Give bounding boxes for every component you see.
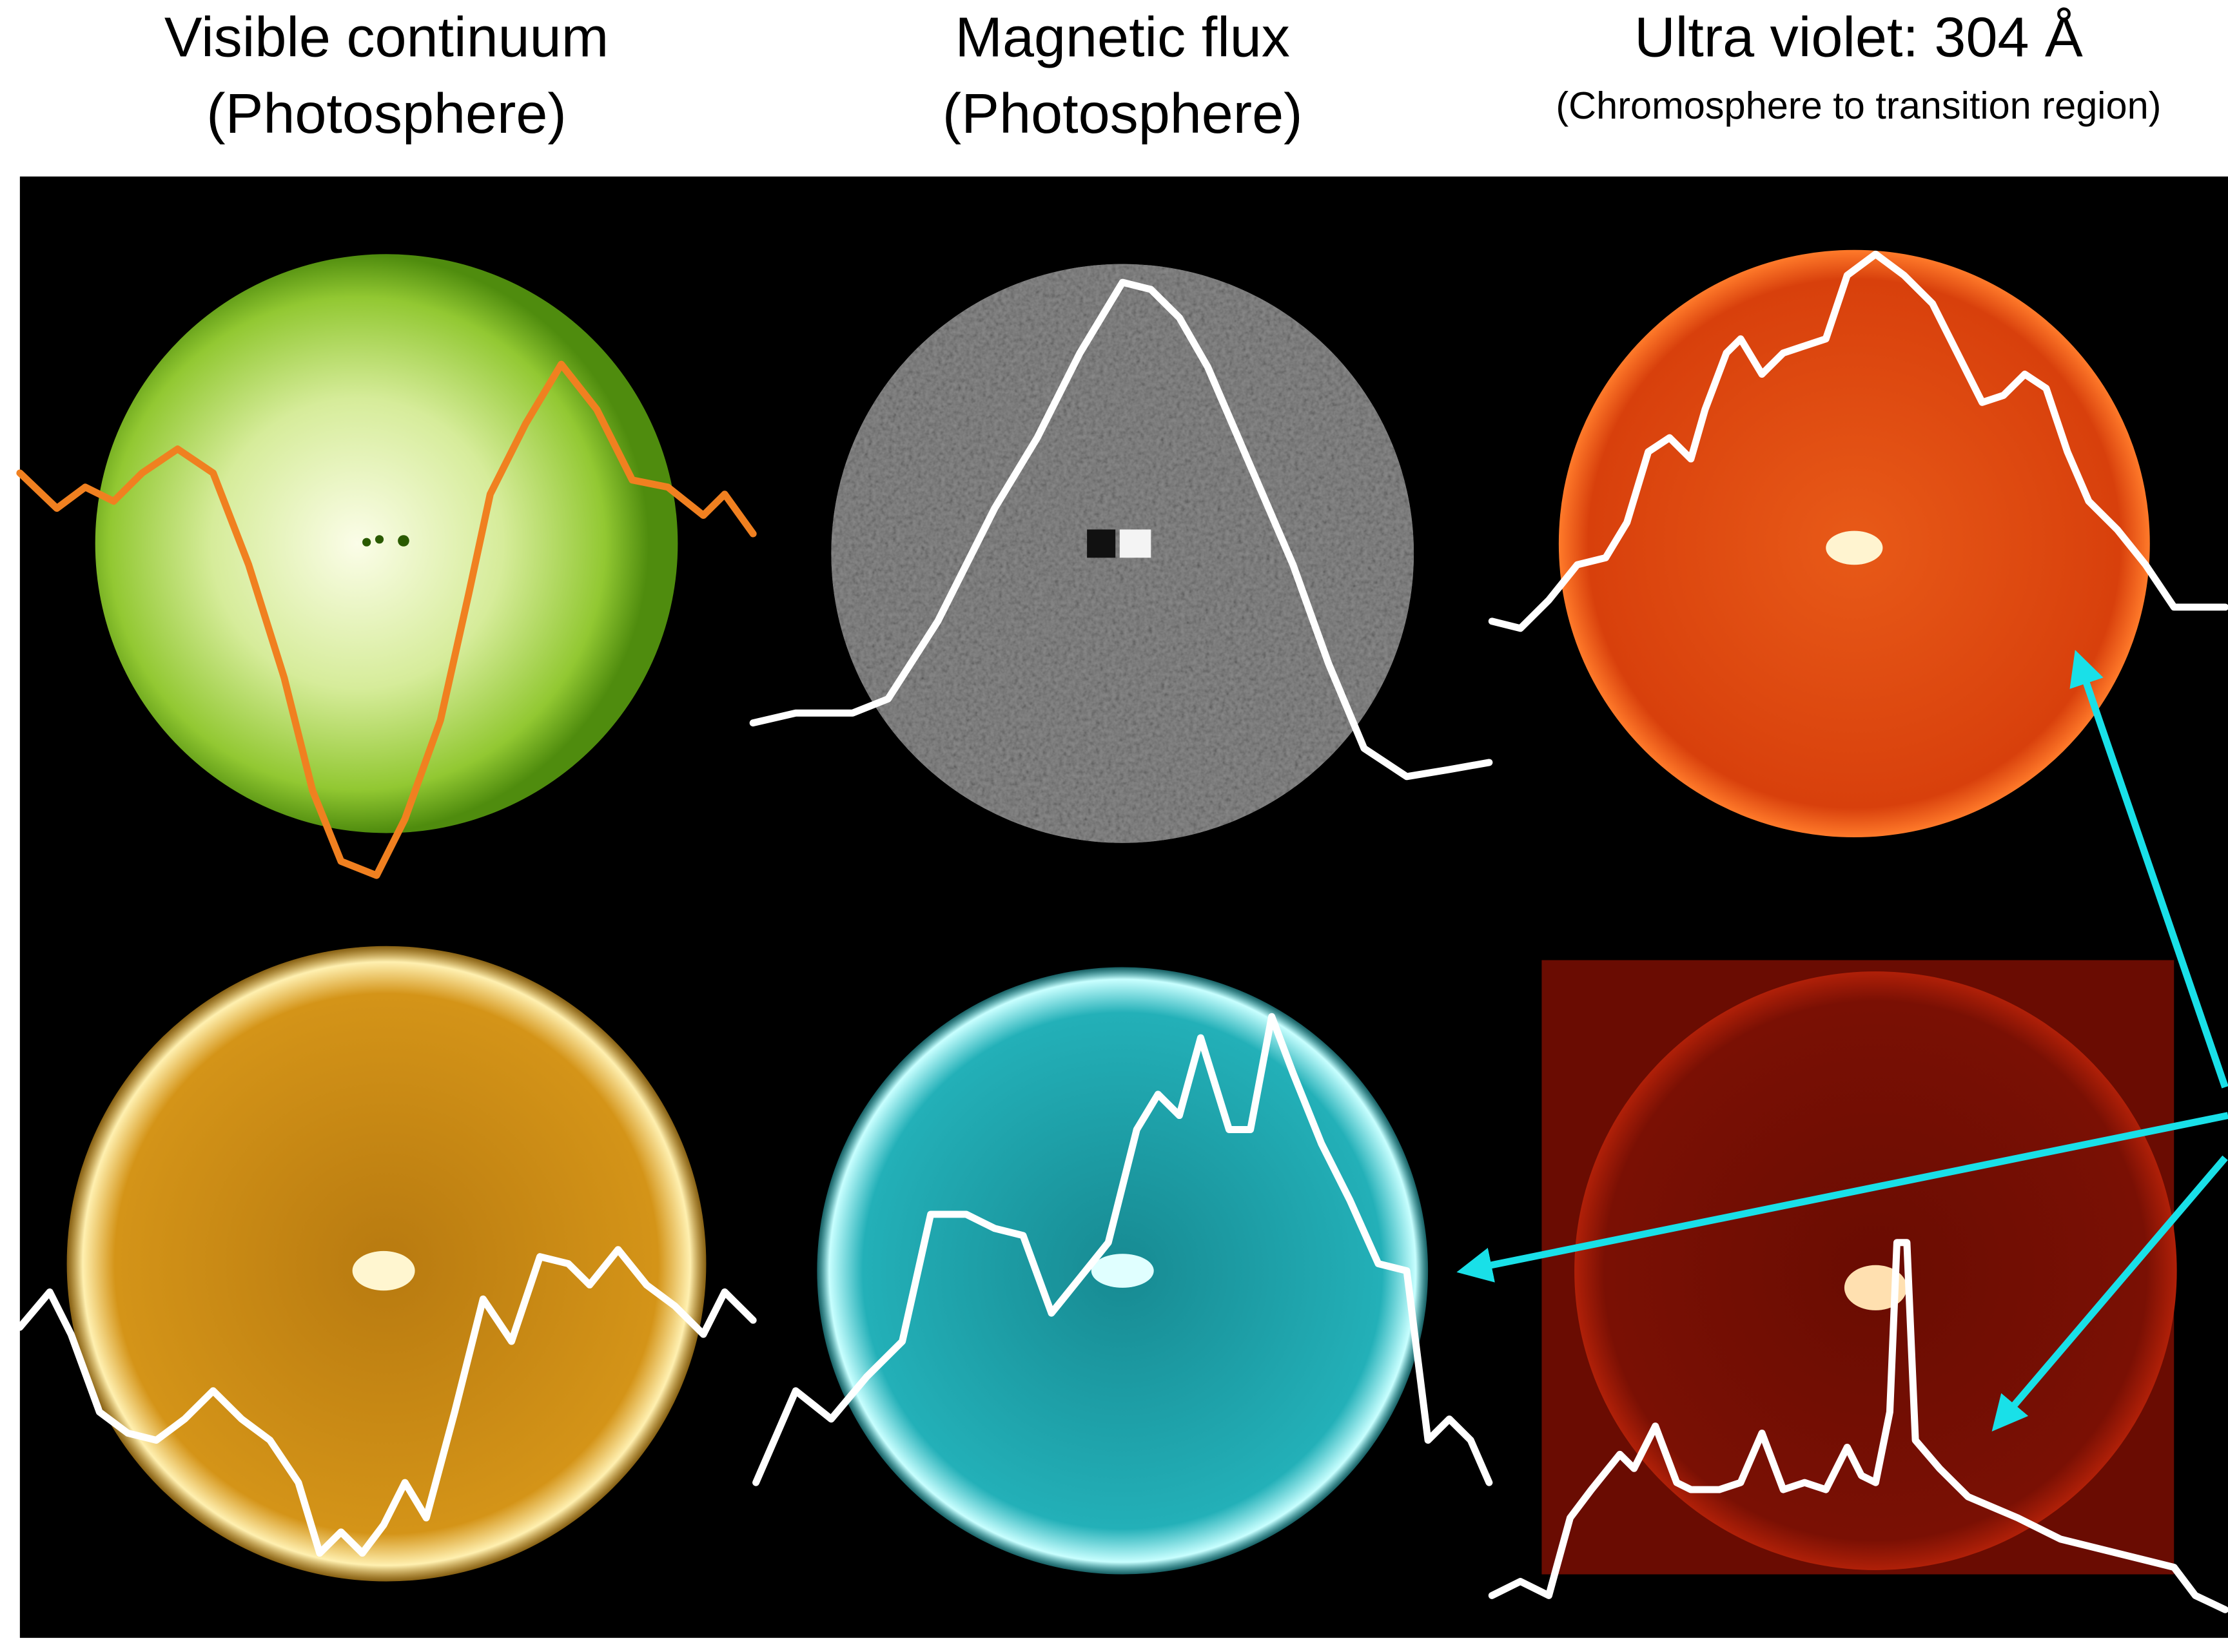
panel-title: Visible continuum bbox=[164, 5, 609, 69]
sun-visible bbox=[95, 254, 678, 833]
page: {"panels": [ {"title": "Visible continuu… bbox=[0, 0, 2228, 1652]
active-region bbox=[1091, 1254, 1154, 1288]
panel-subtitle: (Photosphere) bbox=[943, 81, 1303, 145]
figure: Visible continuum (Photosphere) Magnetic… bbox=[0, 0, 2228, 1652]
panel-title: Magnetic flux bbox=[955, 5, 1290, 69]
active-region bbox=[353, 1251, 415, 1290]
panel-subtitle: (Photosphere) bbox=[206, 81, 567, 145]
active-region bbox=[1826, 531, 1882, 565]
panel-subtitle: (Chromosphere to transition region) bbox=[1556, 84, 2161, 127]
active-region bbox=[1087, 529, 1115, 558]
panel-title: Ultra violet: 304 Å bbox=[1634, 5, 2083, 69]
active-region bbox=[1120, 529, 1151, 558]
